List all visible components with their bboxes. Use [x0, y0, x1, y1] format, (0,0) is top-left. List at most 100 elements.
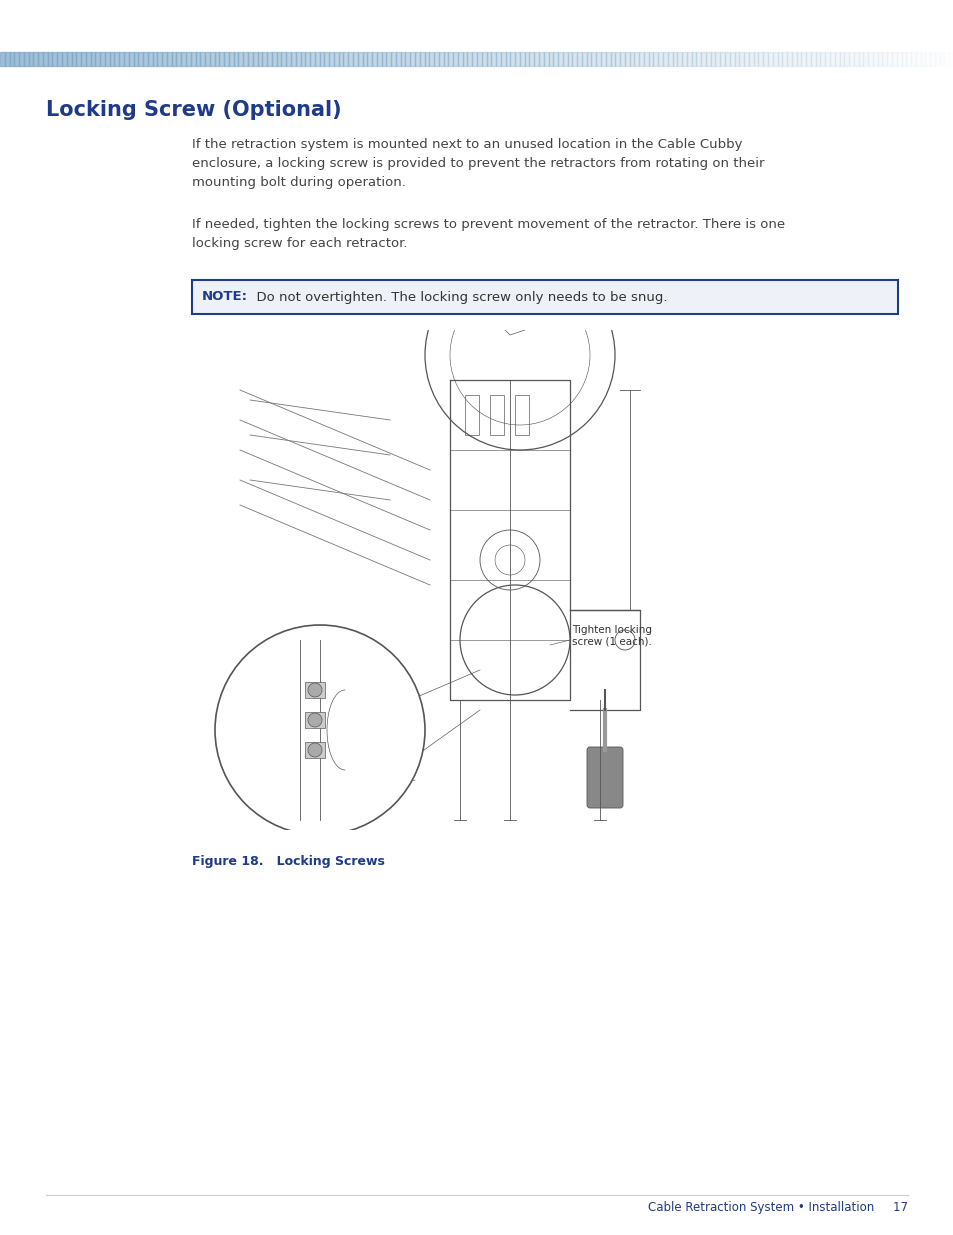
Bar — [515, 395, 529, 435]
Bar — [157, 52, 162, 65]
Bar — [262, 52, 267, 65]
Bar — [915, 52, 920, 65]
Bar — [253, 52, 257, 65]
Bar — [481, 52, 486, 65]
Bar — [57, 52, 62, 65]
Bar — [572, 52, 577, 65]
Bar — [558, 52, 562, 65]
Bar — [324, 52, 329, 65]
Bar — [329, 52, 334, 65]
Bar — [662, 52, 667, 65]
Bar — [453, 52, 457, 65]
Bar — [38, 52, 43, 65]
Bar — [334, 52, 338, 65]
Bar — [643, 52, 648, 65]
Text: Tighten locking
screw (1 each).: Tighten locking screw (1 each). — [572, 625, 651, 647]
Bar — [667, 52, 672, 65]
Bar — [691, 52, 696, 65]
Bar — [162, 52, 167, 65]
Bar — [0, 52, 5, 65]
Bar — [534, 52, 538, 65]
Bar — [867, 52, 872, 65]
Bar — [338, 52, 343, 65]
Bar — [524, 52, 529, 65]
Bar — [786, 52, 791, 65]
FancyBboxPatch shape — [586, 747, 622, 808]
Bar — [119, 52, 124, 65]
Bar — [267, 52, 272, 65]
Text: Locking Screw (Optional): Locking Screw (Optional) — [46, 100, 341, 120]
Bar — [114, 52, 119, 65]
Bar — [901, 52, 905, 65]
Bar — [629, 52, 634, 65]
Bar — [176, 52, 181, 65]
Bar — [391, 52, 395, 65]
Bar — [233, 52, 238, 65]
Bar — [424, 52, 429, 65]
Bar — [381, 52, 386, 65]
Bar — [457, 52, 462, 65]
Bar — [515, 52, 519, 65]
Bar — [81, 52, 86, 65]
Bar — [586, 52, 591, 65]
Bar — [600, 52, 605, 65]
Bar — [896, 52, 901, 65]
Bar — [43, 52, 48, 65]
Bar — [653, 52, 658, 65]
Bar — [172, 52, 176, 65]
Bar — [295, 52, 300, 65]
Bar — [438, 52, 443, 65]
Bar — [939, 52, 943, 65]
Bar — [305, 682, 325, 698]
Bar — [815, 52, 820, 65]
Bar — [219, 52, 224, 65]
Bar — [410, 52, 415, 65]
Bar — [95, 52, 100, 65]
Bar — [596, 52, 600, 65]
Bar — [577, 52, 581, 65]
Bar — [476, 52, 481, 65]
Text: NOTE:: NOTE: — [202, 290, 248, 304]
Bar — [548, 52, 553, 65]
Circle shape — [308, 743, 322, 757]
Bar — [152, 52, 157, 65]
Bar — [19, 52, 24, 65]
Bar — [824, 52, 829, 65]
Bar — [567, 52, 572, 65]
Circle shape — [214, 625, 424, 835]
Bar — [739, 52, 743, 65]
Bar — [639, 52, 643, 65]
Bar — [538, 52, 543, 65]
Bar — [167, 52, 172, 65]
Bar — [148, 52, 152, 65]
Bar — [291, 52, 295, 65]
Bar — [796, 52, 801, 65]
Bar — [33, 52, 38, 65]
Bar — [829, 52, 834, 65]
Bar — [86, 52, 91, 65]
Bar — [605, 52, 610, 65]
Bar — [105, 52, 110, 65]
Bar — [110, 52, 114, 65]
Bar — [677, 52, 681, 65]
Bar — [367, 52, 372, 65]
Bar — [257, 52, 262, 65]
Bar — [505, 52, 510, 65]
Bar — [91, 52, 95, 65]
Bar — [386, 52, 391, 65]
Bar — [467, 52, 472, 65]
Bar — [700, 52, 705, 65]
Bar — [720, 52, 724, 65]
Circle shape — [308, 713, 322, 727]
Bar — [891, 52, 896, 65]
Bar — [934, 52, 939, 65]
Bar — [472, 52, 476, 65]
Bar — [791, 52, 796, 65]
Bar — [314, 52, 319, 65]
Bar — [920, 52, 924, 65]
Bar — [205, 52, 210, 65]
Bar — [319, 52, 324, 65]
Bar — [715, 52, 720, 65]
Text: Do not overtighten. The locking screw only needs to be snug.: Do not overtighten. The locking screw on… — [248, 290, 667, 304]
Bar — [310, 52, 314, 65]
